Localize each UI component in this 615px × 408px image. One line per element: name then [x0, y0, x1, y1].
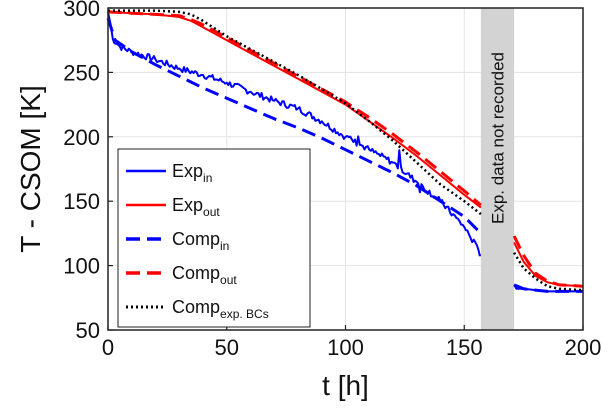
y-tick-label: 200 [63, 125, 100, 150]
legend: Expin Expout Compin Compout Compexp. BCs [117, 148, 311, 328]
y-tick-label: 100 [63, 254, 100, 279]
legend-label: Expout [172, 195, 220, 219]
x-tick-label: 150 [446, 335, 483, 360]
legend-label: Compin [172, 229, 229, 253]
y-tick-label: 250 [63, 60, 100, 85]
x-tick-label: 50 [215, 335, 239, 360]
y-tick-label: 50 [76, 318, 100, 343]
series-group [106, 9, 584, 293]
x-axis-label: t [h] [322, 370, 369, 401]
legend-label: Expin [172, 161, 212, 185]
y-tick-label: 150 [63, 189, 100, 214]
y-axis-label: T - CSOM [K] [15, 85, 46, 253]
legend-label: Compexp. BCs [172, 297, 269, 321]
series-line-segment [106, 17, 482, 235]
series-comp-expbcs [108, 9, 584, 292]
legend-label: Compout [172, 263, 237, 287]
no-data-band-label: Exp. data not recorded [489, 52, 508, 224]
x-tick-label: 100 [327, 335, 364, 360]
y-tick-label: 300 [63, 0, 100, 21]
series-comp-out [107, 10, 584, 288]
series-line-segment [513, 283, 583, 293]
x-tick-label: 200 [565, 335, 602, 360]
series-line-segment [512, 235, 584, 288]
series-line-segment [107, 10, 482, 207]
series-line-segment [513, 252, 584, 292]
series-line-segment [513, 241, 584, 288]
x-tick-label: 0 [102, 335, 114, 360]
no-data-band [480, 8, 515, 330]
series-comp-in [106, 17, 583, 293]
